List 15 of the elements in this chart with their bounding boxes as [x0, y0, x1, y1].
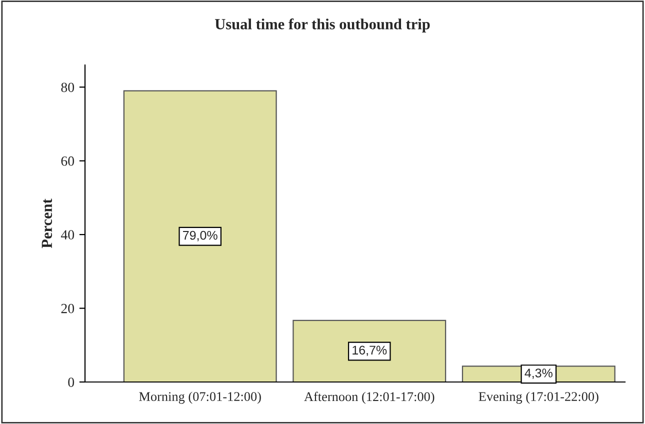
- x-tick-label: Morning (07:01-12:00): [139, 392, 261, 404]
- data-label: 16,7%: [352, 346, 387, 356]
- y-tick-label: 80: [61, 82, 74, 92]
- x-tick-label: Afternoon (12:01-17:00): [304, 392, 434, 404]
- chart-title: Usual time for this outbound trip: [215, 18, 430, 32]
- y-tick-label: 60: [61, 156, 74, 166]
- y-tick-label: 40: [60, 230, 74, 240]
- bar: [123, 90, 277, 382]
- data-label: 79,0%: [183, 230, 218, 242]
- y-tick-label: 20: [61, 304, 74, 314]
- y-tick-label: 0: [68, 378, 74, 387]
- x-tick-label: Evening (17:01-22:00): [478, 392, 598, 404]
- bar: [292, 320, 446, 382]
- y-axis-title: Percent: [42, 198, 52, 248]
- data-label: 4,3%: [524, 368, 552, 379]
